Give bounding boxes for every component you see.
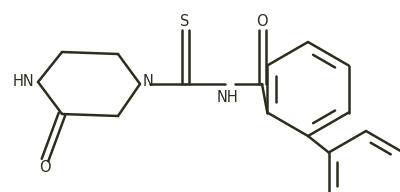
- Text: O: O: [256, 13, 268, 28]
- Text: N: N: [142, 74, 154, 89]
- Text: O: O: [39, 161, 51, 175]
- Text: HN: HN: [13, 74, 35, 89]
- Text: NH: NH: [216, 90, 238, 105]
- Text: S: S: [180, 13, 190, 28]
